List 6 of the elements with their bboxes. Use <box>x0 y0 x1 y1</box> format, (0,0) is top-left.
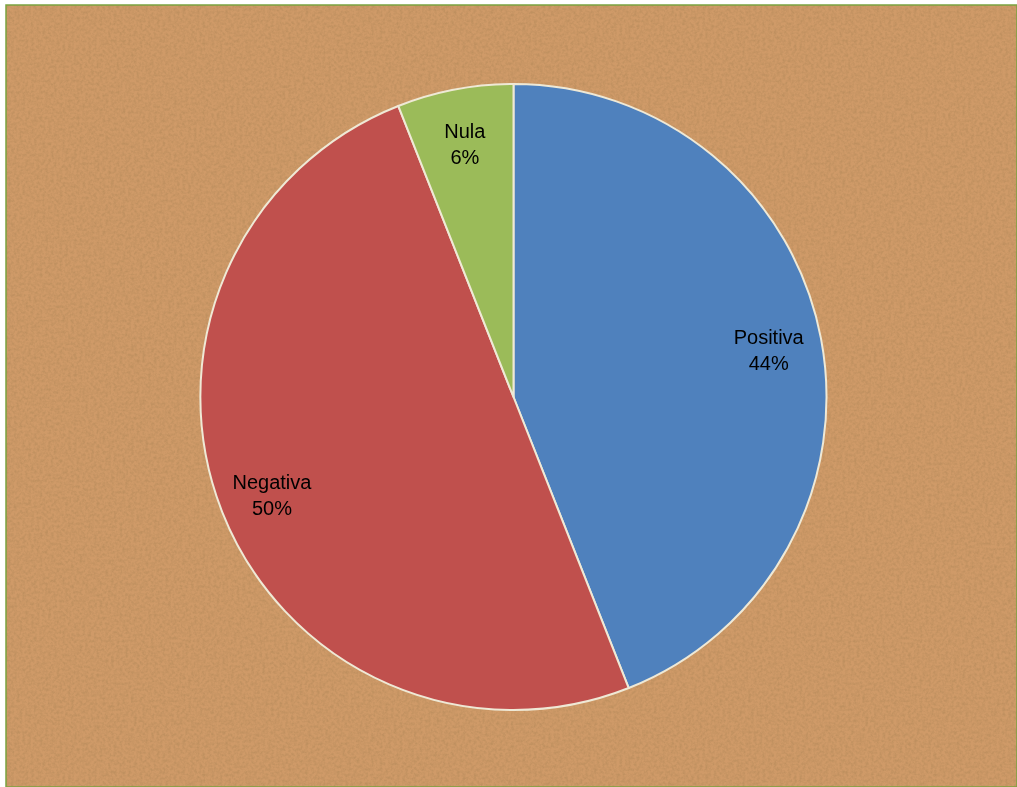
slice-label: Nula <box>444 119 487 142</box>
data-label: 6% <box>450 145 480 168</box>
data-label: 44% <box>748 352 789 375</box>
data-label: 50% <box>251 496 293 519</box>
slice-label: Positiva <box>733 326 805 349</box>
slice-label: Negativa <box>232 470 313 493</box>
